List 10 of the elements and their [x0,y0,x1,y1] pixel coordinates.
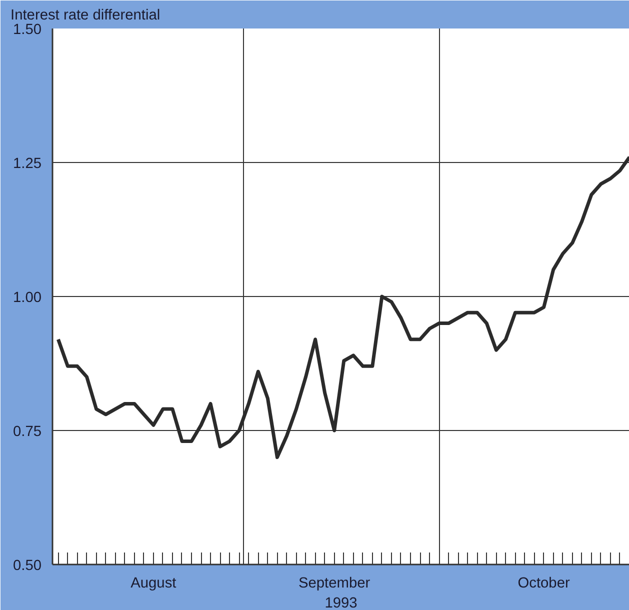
y-tick-label: 1.25 [12,156,42,172]
y-axis-title: Interest rate differential [10,8,160,24]
y-tick-label: 0.75 [12,424,42,440]
y-tick-label: 0.50 [12,558,42,574]
x-tick-label: September [298,576,370,592]
x-axis-title: 1993 [324,596,358,610]
x-tick-label: August [130,576,176,592]
y-tick-label: 1.50 [12,22,42,38]
y-tick-label: 1.00 [12,290,42,306]
x-tick-label: October [518,576,570,592]
